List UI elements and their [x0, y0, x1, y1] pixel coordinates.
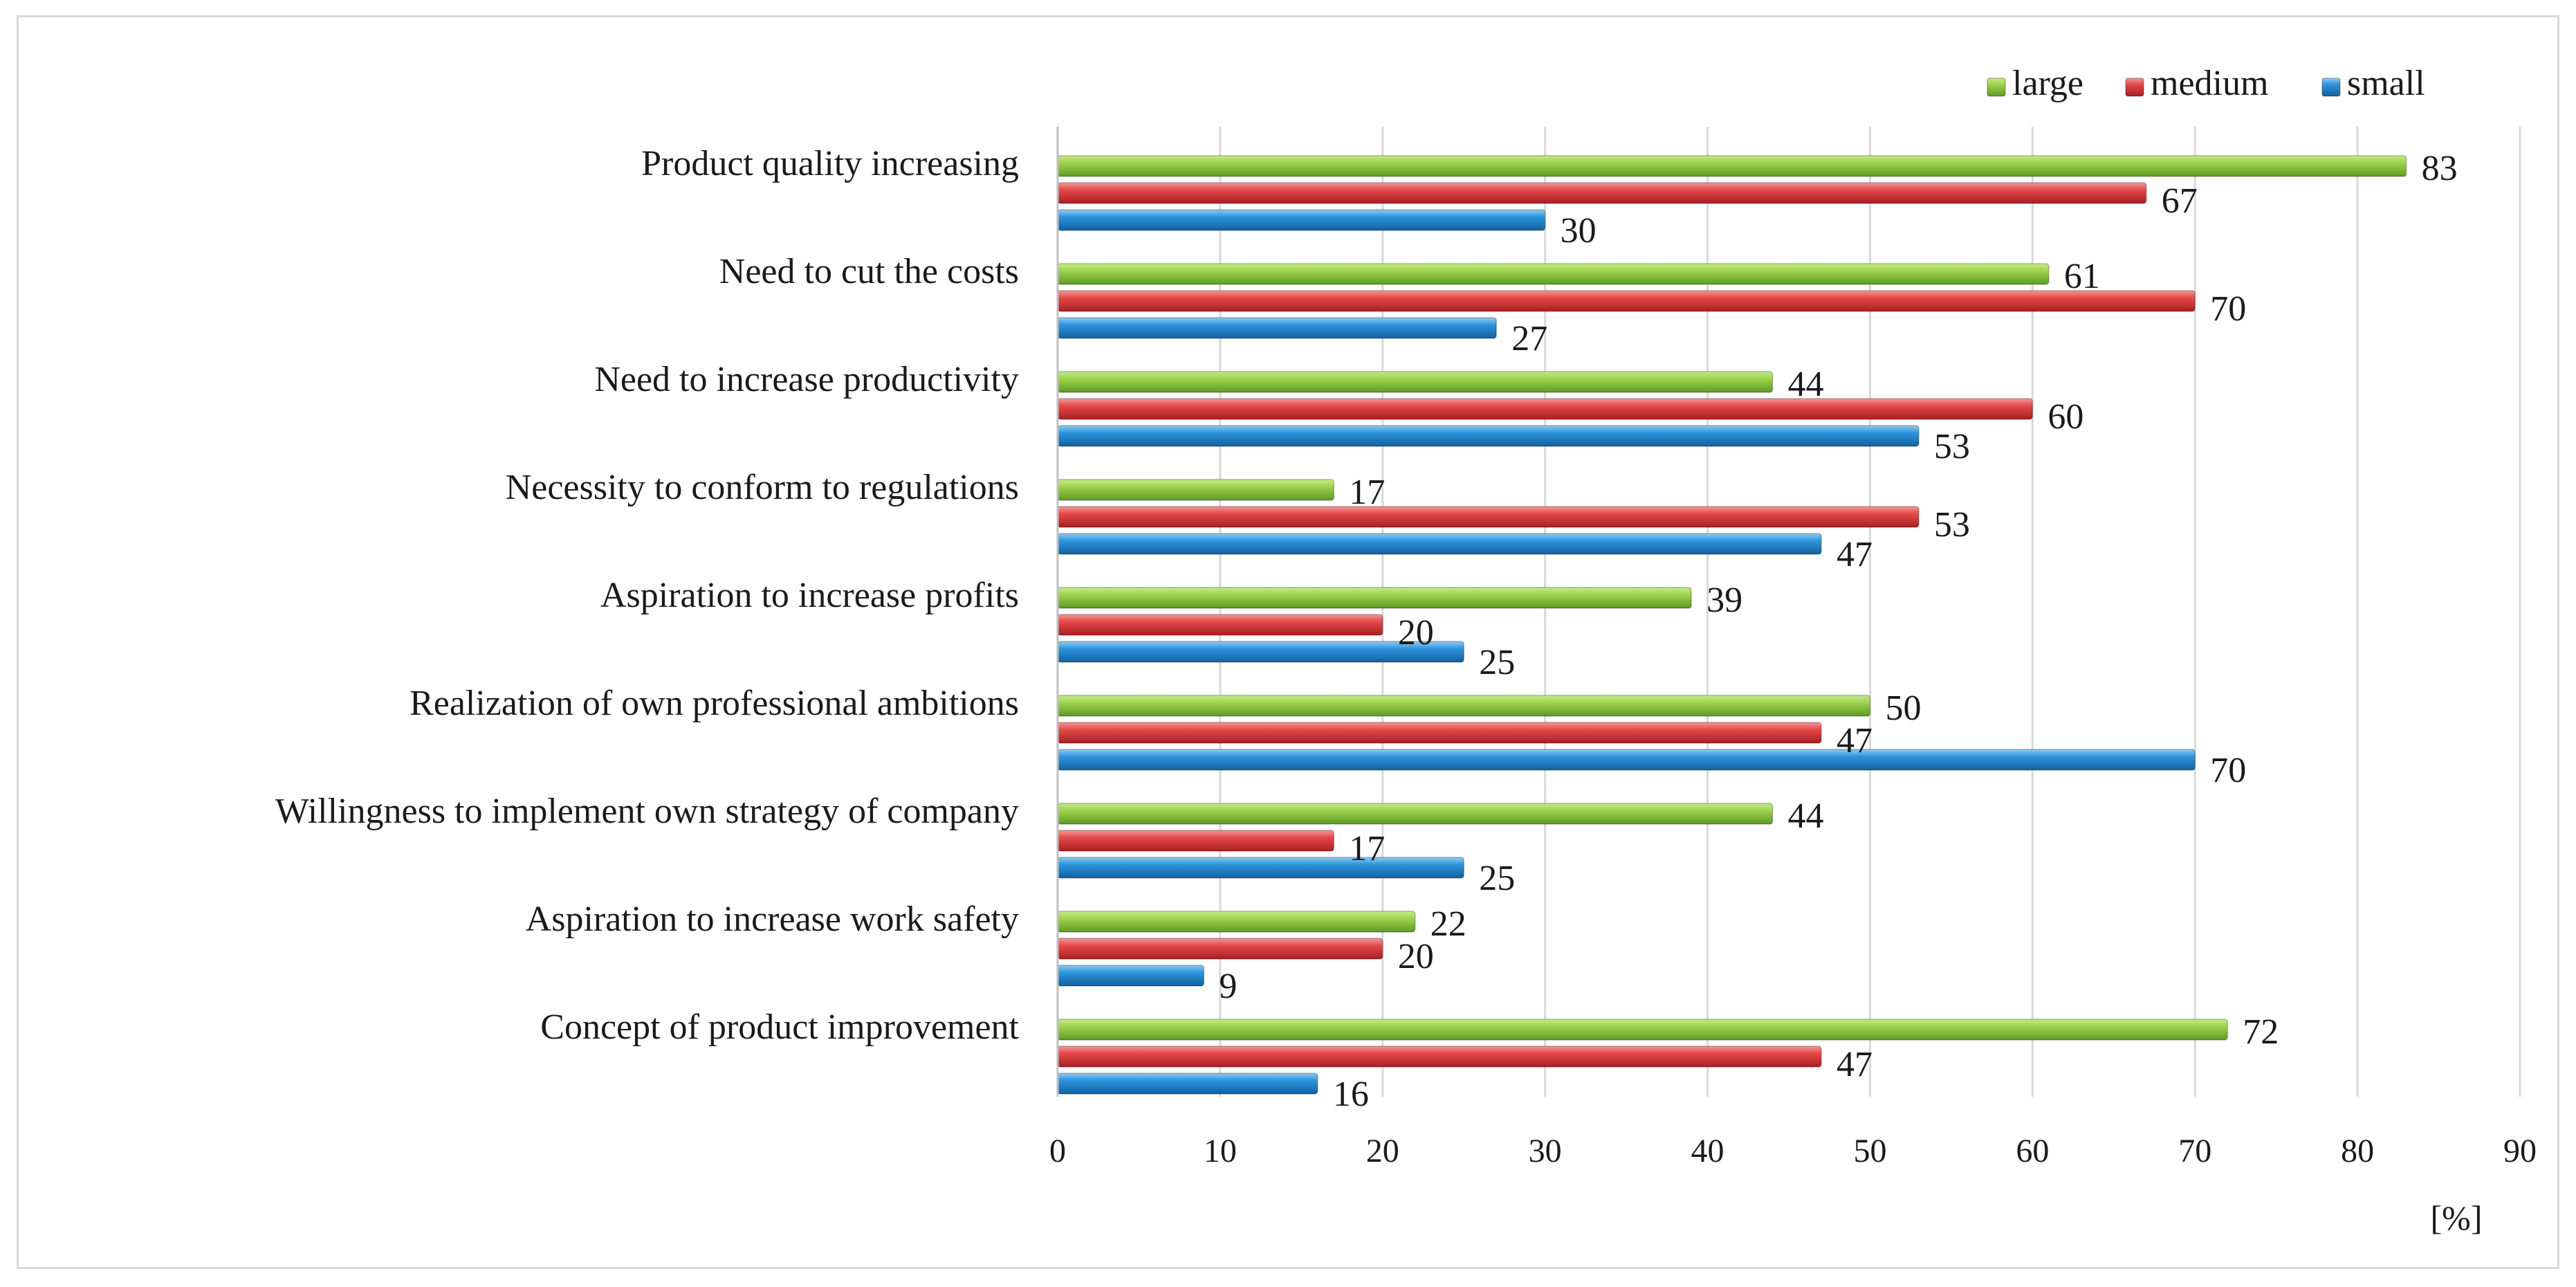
category-label-need-to-cut-the-costs: Need to cut the costs: [719, 252, 1019, 291]
value-label-small-need-to-increase-productivity: 53: [1934, 427, 1970, 466]
value-label-medium-aspiration-to-increase-profits: 20: [1398, 613, 1434, 652]
category-labels: Product quality increasing Need to cut th…: [275, 144, 1020, 1047]
category-label-aspiration-to-increase-profits: Aspiration to increase profits: [600, 576, 1019, 615]
x-tick-label-50: 50: [1853, 1133, 1886, 1169]
value-label-medium-concept-of-product-improvement: 47: [1837, 1045, 1873, 1084]
value-label-large-concept-of-product-improvement: 72: [2243, 1012, 2279, 1052]
value-label-large-realization-of-own-professional-ambitions: 50: [1885, 688, 1921, 728]
category-label-realization-of-own-professional-ambitions: Realization of own professional ambition…: [410, 684, 1019, 723]
value-label-large-product-quality-increasing: 83: [2422, 149, 2458, 188]
value-label-large-aspiration-to-increase-work-safety: 22: [1430, 904, 1466, 944]
legend-swatch-medium: [2125, 77, 2144, 97]
bar-large-realization-of-own-professional-ambitions: [1057, 695, 1871, 717]
x-tick-label-40: 40: [1691, 1133, 1724, 1169]
bar-medium-realization-of-own-professional-ambitions: [1057, 722, 1822, 744]
bar-chart: 0 10 20 30 40 50 60 70 80 90 Product quality incr…: [275, 64, 2537, 1237]
x-tick-label-60: 60: [2016, 1133, 2049, 1169]
x-tick-label-80: 80: [2341, 1133, 2374, 1169]
value-label-large-need-to-increase-productivity: 44: [1788, 365, 1824, 404]
value-label-medium-product-quality-increasing: 67: [2162, 181, 2198, 221]
bar-small-need-to-increase-productivity: [1057, 425, 1920, 447]
bar-medium-necessity-to-conform-to-regulations: [1057, 506, 1920, 528]
value-label-small-need-to-cut-the-costs: 27: [1511, 319, 1547, 358]
value-label-medium-need-to-cut-the-costs: 70: [2210, 289, 2246, 329]
bar-small-realization-of-own-professional-ambitions: [1057, 749, 2196, 771]
bar-small-need-to-cut-the-costs: [1057, 317, 1497, 339]
bar-large-aspiration-to-increase-profits: [1057, 587, 1692, 609]
bar-medium-need-to-increase-productivity: [1057, 398, 2034, 420]
gridlines: [1219, 127, 2521, 1097]
bar-small-aspiration-to-increase-work-safety: [1057, 965, 1205, 987]
value-label-small-aspiration-to-increase-profits: 25: [1479, 643, 1515, 682]
value-label-medium-realization-of-own-professional-ambitions: 47: [1837, 721, 1873, 760]
bar-medium-aspiration-to-increase-work-safety: [1057, 938, 1383, 960]
category-label-aspiration-to-increase-work-safety: Aspiration to increase work safety: [526, 900, 1019, 939]
value-label-small-necessity-to-conform-to-regulations: 47: [1837, 535, 1873, 574]
x-axis: 0 10 20 30 40 50 60 70 80 90: [1049, 127, 2537, 1169]
x-tick-label-20: 20: [1366, 1133, 1399, 1169]
value-label-small-willingness-to-implement-own-strategy-of-company: 25: [1479, 859, 1515, 898]
x-tick-label-70: 70: [2178, 1133, 2211, 1169]
category-label-willingness-to-implement-own-strategy-of-company: Willingness to implement own strategy of…: [275, 792, 1019, 831]
bar-large-product-quality-increasing: [1057, 155, 2407, 177]
x-tick-label-0: 0: [1049, 1133, 1066, 1169]
bar-medium-concept-of-product-improvement: [1057, 1046, 1822, 1068]
category-label-concept-of-product-improvement: Concept of product improvement: [540, 1007, 1019, 1047]
bar-large-necessity-to-conform-to-regulations: [1057, 479, 1335, 501]
category-label-necessity-to-conform-to-regulations: Necessity to conform to regulations: [506, 468, 1019, 507]
legend-label-medium: medium: [2151, 64, 2268, 103]
value-labels: 83 67 30 61 70 27 44 60 53 17 53 47 39 20 25 50 47 70 44 17…: [1219, 149, 2457, 1114]
bar-large-willingness-to-implement-own-strategy-of-company: [1057, 803, 1774, 825]
bar-large-aspiration-to-increase-work-safety: [1057, 911, 1416, 933]
value-label-medium-necessity-to-conform-to-regulations: 53: [1934, 505, 1970, 545]
bar-medium-aspiration-to-increase-profits: [1057, 614, 1383, 636]
bar-small-product-quality-increasing: [1057, 209, 1546, 231]
bar-small-necessity-to-conform-to-regulations: [1057, 533, 1822, 555]
bar-large-need-to-increase-productivity: [1057, 371, 1774, 393]
x-tick-label-10: 10: [1204, 1133, 1237, 1169]
bar-small-concept-of-product-improvement: [1057, 1072, 1318, 1095]
bar-medium-willingness-to-implement-own-strategy-of-company: [1057, 830, 1335, 852]
value-label-large-willingness-to-implement-own-strategy-of-company: 44: [1788, 796, 1824, 836]
value-label-medium-aspiration-to-increase-work-safety: 20: [1398, 937, 1434, 976]
value-label-large-necessity-to-conform-to-regulations: 17: [1349, 473, 1385, 512]
value-label-small-concept-of-product-improvement: 16: [1333, 1075, 1369, 1114]
bar-medium-need-to-cut-the-costs: [1057, 290, 2196, 312]
bar-large-need-to-cut-the-costs: [1057, 263, 2050, 285]
value-label-small-product-quality-increasing: 30: [1561, 211, 1597, 250]
category-label-need-to-increase-productivity: Need to increase productivity: [594, 360, 1019, 399]
legend-swatch-small: [2321, 77, 2341, 97]
x-axis-unit-label: [%]: [2431, 1198, 2483, 1237]
legend-label-small: small: [2347, 64, 2425, 103]
value-label-small-aspiration-to-increase-work-safety: 9: [1219, 967, 1237, 1006]
category-label-product-quality-increasing: Product quality increasing: [641, 144, 1019, 183]
value-label-small-realization-of-own-professional-ambitions: 70: [2210, 751, 2246, 790]
value-label-large-need-to-cut-the-costs: 61: [2064, 257, 2100, 296]
bar-large-concept-of-product-improvement: [1057, 1019, 2228, 1041]
value-label-large-aspiration-to-increase-profits: 39: [1706, 581, 1742, 620]
x-tick-label-30: 30: [1529, 1133, 1562, 1169]
bar-medium-product-quality-increasing: [1057, 182, 2147, 204]
legend-swatch-large: [1987, 77, 2006, 97]
legend-label-large: large: [2012, 64, 2083, 103]
bars: [1057, 155, 2407, 1095]
chart-frame: 0 10 20 30 40 50 60 70 80 90 Product quality incr…: [17, 15, 2559, 1269]
value-label-medium-willingness-to-implement-own-strategy-of-company: 17: [1349, 829, 1385, 868]
value-label-medium-need-to-increase-productivity: 60: [2048, 397, 2083, 437]
bar-small-willingness-to-implement-own-strategy-of-company: [1057, 857, 1464, 879]
x-tick-label-90: 90: [2503, 1133, 2537, 1169]
legend: large medium small: [1987, 64, 2425, 103]
